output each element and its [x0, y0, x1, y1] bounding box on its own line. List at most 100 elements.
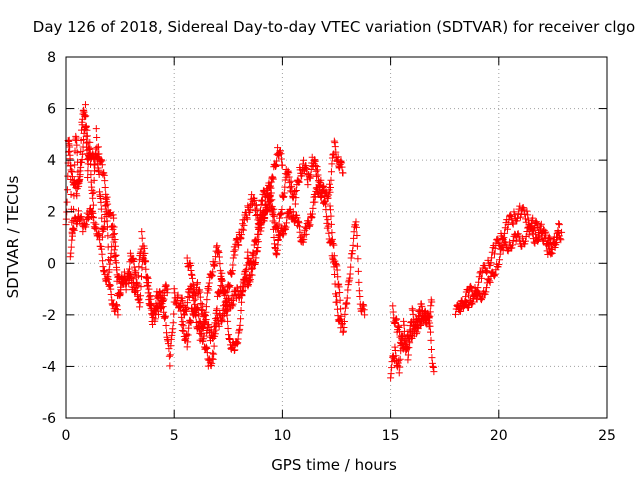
data-point — [65, 141, 73, 149]
data-point — [387, 370, 395, 378]
data-point — [104, 232, 112, 240]
data-point — [130, 263, 138, 271]
data-point — [178, 327, 186, 335]
data-point — [427, 345, 435, 353]
data-point — [512, 237, 520, 245]
data-point — [389, 302, 397, 310]
x-tick-label: 0 — [62, 428, 71, 444]
data-point — [491, 270, 499, 278]
data-point — [194, 279, 202, 287]
data-point — [103, 217, 111, 225]
data-point — [532, 219, 540, 227]
data-point — [533, 236, 541, 244]
data-point — [142, 265, 150, 273]
data-point — [142, 258, 150, 266]
data-point — [515, 205, 523, 213]
data-point — [224, 324, 232, 332]
data-point — [270, 225, 278, 233]
data-point — [190, 297, 198, 305]
data-point — [181, 311, 189, 319]
data-point — [243, 215, 251, 223]
data-point — [324, 216, 332, 224]
data-point — [529, 230, 537, 238]
data-point — [90, 161, 98, 169]
data-point — [82, 112, 90, 120]
data-point — [80, 135, 88, 143]
data-point — [354, 255, 362, 263]
data-point — [189, 280, 197, 288]
data-point — [87, 171, 95, 179]
data-point — [144, 279, 152, 287]
data-point — [265, 192, 273, 200]
x-tick-label: 5 — [170, 428, 179, 444]
data-point — [218, 276, 226, 284]
data-point — [340, 324, 348, 332]
data-point — [205, 286, 213, 294]
data-point — [64, 172, 72, 180]
data-point — [76, 171, 84, 179]
chart-title: Day 126 of 2018, Sidereal Day-to-day VTE… — [33, 18, 635, 36]
data-point — [319, 187, 327, 195]
data-point — [328, 229, 336, 237]
data-point — [66, 155, 74, 163]
data-point — [234, 335, 242, 343]
data-point — [183, 330, 191, 338]
data-point — [266, 191, 274, 199]
data-point — [137, 292, 145, 300]
data-point — [475, 289, 483, 297]
data-point — [327, 176, 335, 184]
data-point — [423, 320, 431, 328]
data-point — [93, 133, 101, 141]
data-point — [192, 312, 200, 320]
data-point — [244, 248, 252, 256]
data-point — [558, 228, 566, 236]
data-point — [203, 296, 211, 304]
data-point — [200, 319, 208, 327]
data-point — [306, 221, 314, 229]
x-tick-label: 20 — [490, 428, 508, 444]
y-tick-label: -2 — [42, 308, 56, 324]
data-point — [453, 302, 461, 310]
data-point — [215, 322, 223, 330]
data-point — [98, 214, 106, 222]
data-point — [70, 226, 78, 234]
data-point — [291, 187, 299, 195]
data-point — [511, 211, 519, 219]
data-point — [327, 168, 335, 176]
data-point — [336, 289, 344, 297]
data-point — [73, 192, 81, 200]
data-point — [452, 310, 460, 318]
data-point — [162, 322, 170, 330]
data-point — [493, 236, 501, 244]
data-point — [347, 263, 355, 271]
data-point — [96, 236, 104, 244]
data-point — [556, 235, 564, 243]
data-point — [139, 242, 147, 250]
data-point — [514, 214, 522, 222]
data-point — [292, 194, 300, 202]
data-point — [267, 184, 275, 192]
data-point — [456, 303, 464, 311]
data-point — [477, 274, 485, 282]
data-point — [477, 295, 485, 303]
data-point — [295, 178, 303, 186]
data-point — [110, 238, 118, 246]
data-point — [485, 277, 493, 285]
data-point — [188, 274, 196, 282]
data-point — [237, 315, 245, 323]
data-point — [430, 368, 438, 376]
data-point — [238, 298, 246, 306]
data-point — [169, 319, 177, 327]
data-point — [502, 240, 510, 248]
data-point — [555, 221, 563, 229]
data-point — [222, 289, 230, 297]
data-point — [237, 306, 245, 314]
data-point — [509, 219, 517, 227]
data-point — [138, 234, 146, 242]
data-point — [235, 241, 243, 249]
data-point — [84, 173, 92, 181]
data-point — [196, 293, 204, 301]
data-point — [547, 250, 555, 258]
data-point — [478, 294, 486, 302]
